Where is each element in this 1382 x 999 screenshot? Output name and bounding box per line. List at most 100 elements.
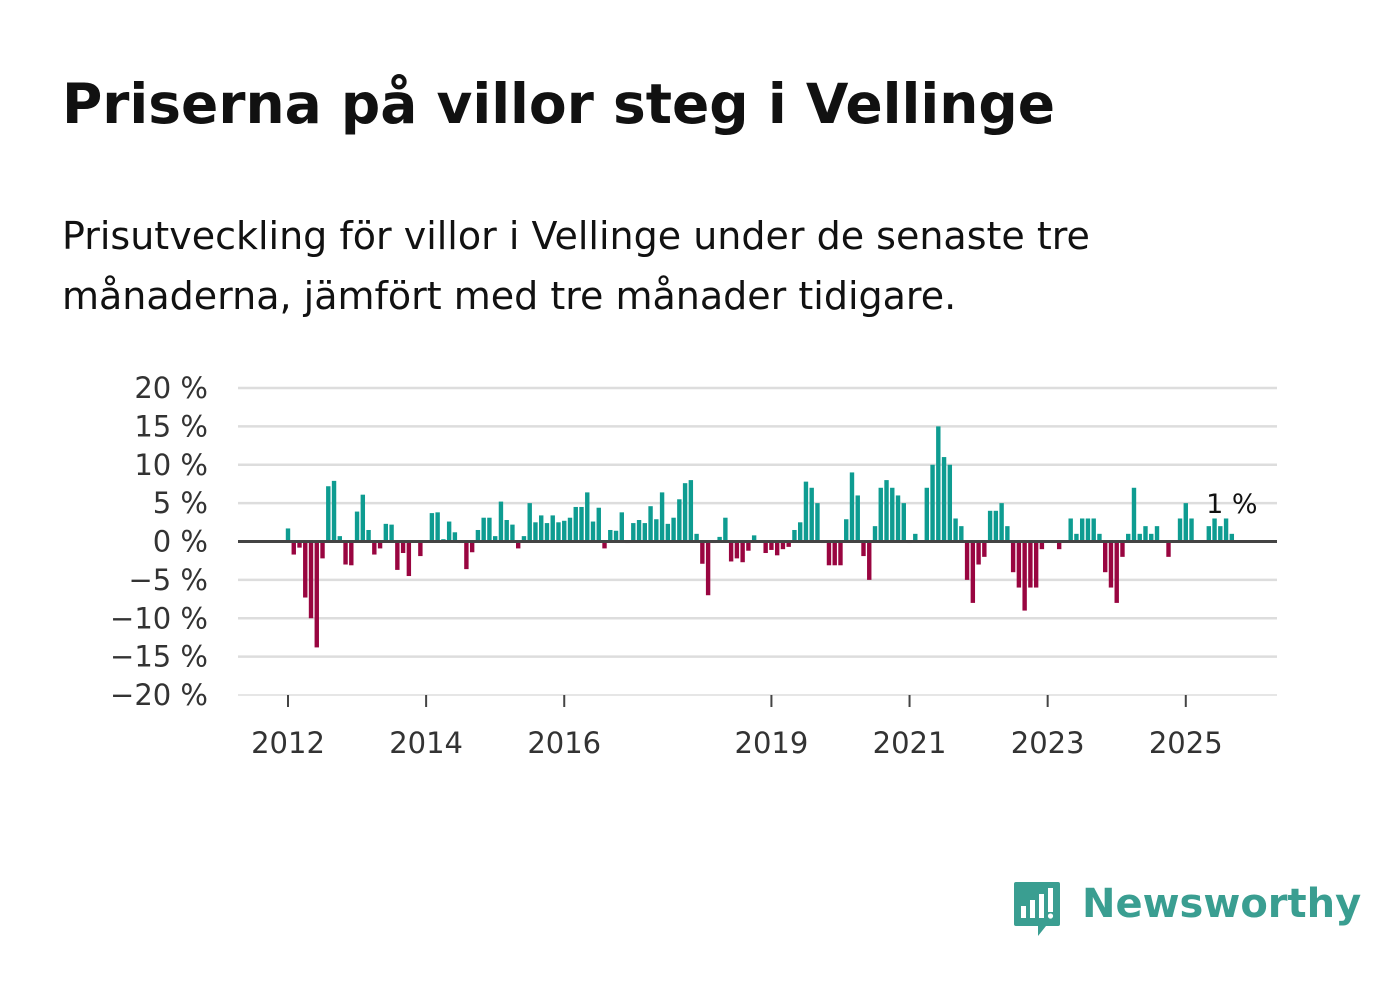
- bar: [976, 541, 981, 565]
- bar: [1218, 526, 1223, 542]
- x-tick-label: 2023: [1011, 726, 1085, 760]
- bar: [1183, 503, 1188, 542]
- bar: [360, 494, 366, 542]
- bar: [452, 532, 458, 542]
- bar: [562, 520, 567, 542]
- x-tick-label: 2021: [873, 726, 947, 760]
- bar: [999, 503, 1004, 542]
- y-tick-label: 0 %: [153, 525, 208, 559]
- bar: [395, 541, 400, 570]
- bar: [953, 518, 958, 542]
- bar: [1143, 526, 1148, 542]
- bar: [372, 541, 377, 555]
- bar: [602, 541, 607, 549]
- bar: [435, 512, 440, 542]
- bar: [924, 487, 929, 542]
- bar: [326, 486, 331, 542]
- bar: [1085, 518, 1091, 542]
- bar-chart-speech-bubble-icon: [1014, 882, 1060, 936]
- bar: [642, 523, 648, 542]
- bar: [297, 541, 302, 548]
- bar: [516, 541, 521, 549]
- bar: [567, 517, 573, 542]
- bar: [1074, 533, 1079, 542]
- bar: [1033, 541, 1039, 588]
- bar: [573, 506, 578, 542]
- bar: [746, 541, 751, 551]
- bar: [1177, 518, 1183, 542]
- y-tick-label: 20 %: [134, 371, 208, 405]
- bar: [349, 541, 354, 566]
- bar: [803, 481, 809, 542]
- bar: [619, 512, 624, 542]
- bar: [930, 464, 935, 542]
- bar: [1206, 526, 1211, 542]
- bar: [1166, 541, 1171, 557]
- bar: [671, 517, 676, 542]
- bar: [964, 541, 970, 580]
- bar: [895, 495, 901, 542]
- bar: [936, 426, 941, 542]
- bar: [510, 524, 515, 542]
- bar: [682, 483, 688, 542]
- bar: [844, 519, 849, 542]
- bar: [1079, 518, 1085, 542]
- bar: [1097, 533, 1102, 542]
- bar: [498, 501, 504, 542]
- y-tick-label: −5 %: [128, 563, 208, 597]
- bar: [1028, 541, 1033, 588]
- bar: [1223, 518, 1229, 542]
- bar: [959, 526, 964, 542]
- bar: [556, 522, 561, 542]
- annotation: 1 %: [1206, 489, 1257, 520]
- x-tick-label: 2014: [389, 726, 463, 760]
- bar: [826, 541, 832, 566]
- bar: [913, 533, 918, 542]
- x-tick-label: 2012: [251, 726, 325, 760]
- bar: [890, 487, 895, 542]
- bar: [780, 541, 786, 550]
- bar: [1149, 533, 1154, 542]
- bar: [797, 522, 803, 542]
- bar: [631, 523, 636, 542]
- bar: [1189, 518, 1194, 542]
- bar: [579, 506, 584, 542]
- y-tick-label: −10 %: [110, 601, 208, 635]
- bar: [1154, 526, 1160, 542]
- bar: [993, 510, 999, 542]
- bar: [613, 530, 619, 542]
- bar: [901, 503, 906, 542]
- bar: [849, 472, 855, 542]
- x-tick-label: 2016: [527, 726, 601, 760]
- bar: [303, 541, 308, 598]
- bar: [947, 464, 953, 542]
- bar: [774, 541, 780, 556]
- bar: [878, 487, 883, 542]
- bar: [1010, 541, 1016, 573]
- bar: [987, 510, 993, 542]
- bar: [786, 541, 791, 547]
- y-tick-label: −15 %: [110, 640, 208, 674]
- bar: [1056, 541, 1062, 550]
- bar: [1131, 487, 1137, 542]
- bar: [1103, 541, 1108, 573]
- bar: [769, 541, 774, 550]
- bar: [400, 541, 406, 554]
- y-tick-label: −20 %: [110, 678, 208, 712]
- bar: [527, 503, 532, 542]
- bar: [941, 457, 947, 542]
- bar: [389, 524, 394, 542]
- bar: [377, 541, 383, 549]
- bar: [1108, 541, 1114, 588]
- bar: [504, 520, 509, 542]
- bar: [838, 541, 843, 566]
- bar: [1016, 541, 1022, 588]
- bar: [1091, 518, 1096, 542]
- y-tick-label: 15 %: [134, 409, 208, 443]
- bar: [751, 535, 757, 542]
- brand-logo: Newsworthy: [1012, 880, 1361, 940]
- bar: [636, 520, 642, 542]
- bar: [861, 541, 866, 557]
- bar: [884, 480, 889, 542]
- bar: [792, 529, 797, 542]
